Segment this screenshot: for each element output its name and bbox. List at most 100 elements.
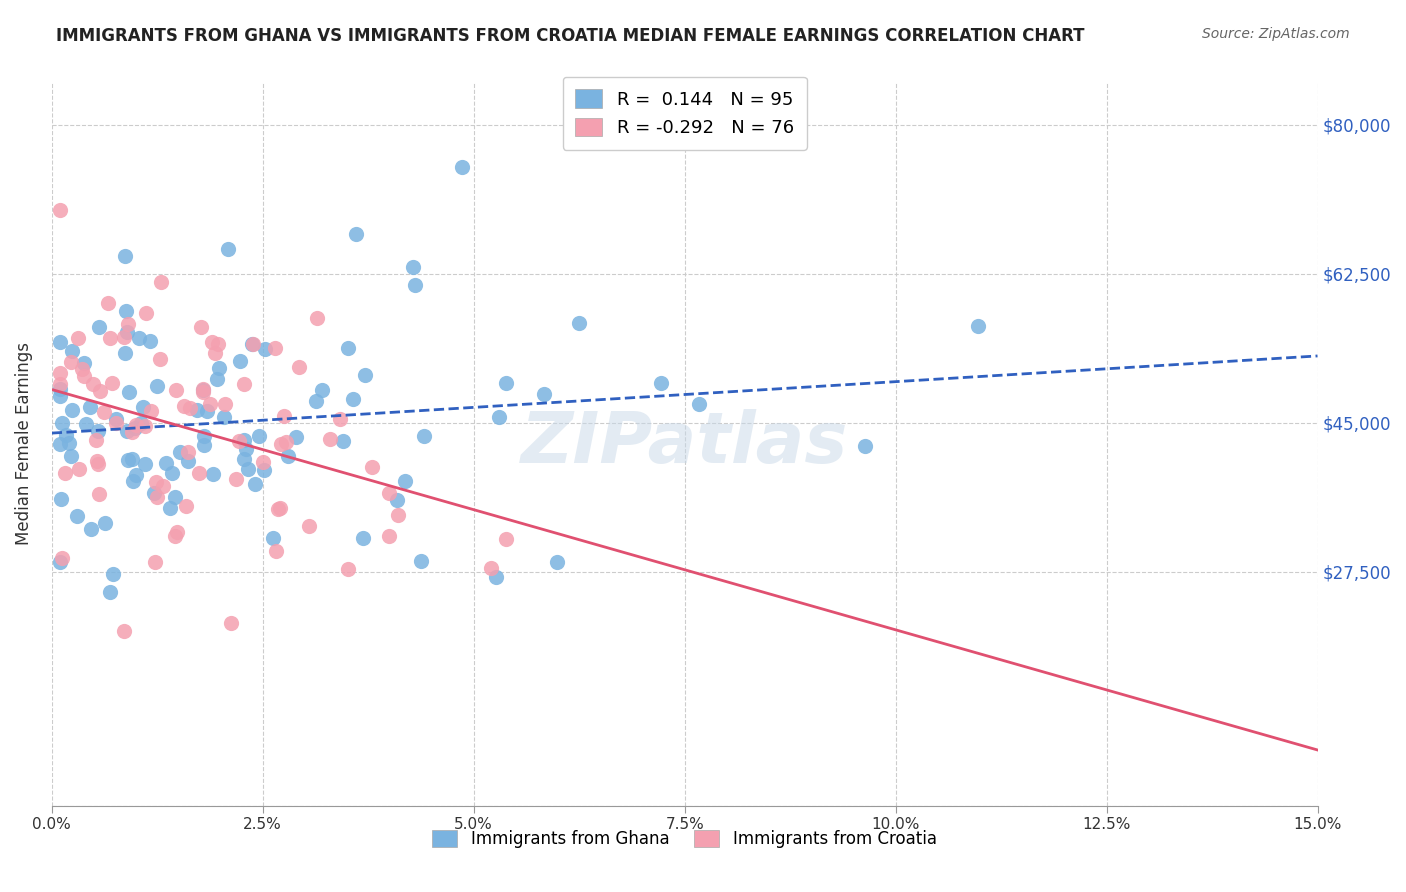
Point xyxy=(75,417,97,432)
Point xyxy=(229,354,252,368)
Point xyxy=(195,404,218,418)
Y-axis label: Median Female Earnings: Median Female Earnings xyxy=(15,343,32,545)
Point xyxy=(288,360,311,375)
Point xyxy=(134,457,156,471)
Point xyxy=(114,304,136,318)
Point xyxy=(207,337,229,351)
Point xyxy=(228,434,250,449)
Point xyxy=(187,466,209,480)
Point xyxy=(193,428,215,442)
Point xyxy=(114,346,136,360)
Point xyxy=(179,401,201,415)
Point xyxy=(853,439,876,453)
Point xyxy=(67,462,90,476)
Point xyxy=(139,334,162,348)
Point xyxy=(143,486,166,500)
Point xyxy=(70,361,93,376)
Point xyxy=(117,452,139,467)
Point xyxy=(394,474,416,488)
Point xyxy=(150,275,173,289)
Point xyxy=(146,379,169,393)
Point xyxy=(190,320,212,334)
Point xyxy=(86,434,108,448)
Point xyxy=(112,624,135,638)
Point xyxy=(117,317,139,331)
Point xyxy=(104,416,127,430)
Point xyxy=(177,454,200,468)
Point xyxy=(546,555,568,569)
Point xyxy=(193,438,215,452)
Point xyxy=(152,479,174,493)
Point xyxy=(124,421,146,435)
Point xyxy=(233,377,256,392)
Point xyxy=(87,458,110,472)
Point xyxy=(404,278,426,293)
Point xyxy=(122,474,145,488)
Point xyxy=(66,509,89,524)
Point xyxy=(143,555,166,569)
Point xyxy=(155,456,177,470)
Point xyxy=(488,410,510,425)
Point xyxy=(352,531,374,545)
Point xyxy=(354,368,377,382)
Point xyxy=(202,467,225,482)
Point xyxy=(62,343,84,358)
Point xyxy=(58,435,80,450)
Point xyxy=(49,367,72,381)
Point xyxy=(377,486,399,500)
Point xyxy=(495,376,517,390)
Point xyxy=(688,397,710,411)
Point xyxy=(86,454,108,468)
Point xyxy=(49,377,72,392)
Point xyxy=(165,529,187,543)
Point xyxy=(342,392,364,407)
Point xyxy=(98,331,121,345)
Point xyxy=(177,445,200,459)
Point xyxy=(247,429,270,443)
Point xyxy=(212,409,235,424)
Point xyxy=(198,397,221,411)
Point xyxy=(114,250,136,264)
Point xyxy=(495,533,517,547)
Point xyxy=(311,383,333,397)
Point xyxy=(93,404,115,418)
Point xyxy=(479,561,502,575)
Point xyxy=(131,416,153,430)
Point xyxy=(387,508,409,522)
Point xyxy=(112,330,135,344)
Point xyxy=(270,437,292,451)
Point xyxy=(49,491,72,506)
Point xyxy=(146,490,169,504)
Point xyxy=(254,343,277,357)
Point xyxy=(166,524,188,539)
Point xyxy=(121,425,143,439)
Point xyxy=(49,389,72,403)
Legend: R =  0.144   N = 95, R = -0.292   N = 76: R = 0.144 N = 95, R = -0.292 N = 76 xyxy=(562,77,807,150)
Point xyxy=(141,404,163,418)
Point xyxy=(117,384,139,399)
Point xyxy=(128,331,150,345)
Point xyxy=(274,435,297,450)
Point xyxy=(82,376,104,391)
Point xyxy=(115,425,138,439)
Point xyxy=(165,383,187,397)
Point xyxy=(135,306,157,320)
Point xyxy=(73,369,96,384)
Point xyxy=(49,202,72,217)
Point xyxy=(214,397,236,411)
Point xyxy=(66,331,89,345)
Point xyxy=(252,463,274,477)
Point xyxy=(117,325,139,339)
Point xyxy=(73,356,96,370)
Point xyxy=(163,491,186,505)
Point xyxy=(568,316,591,330)
Point xyxy=(59,355,82,369)
Point xyxy=(49,382,72,396)
Point xyxy=(200,335,222,350)
Point xyxy=(385,493,408,508)
Text: ZIPatlas: ZIPatlas xyxy=(522,409,848,478)
Point xyxy=(101,566,124,581)
Point xyxy=(193,382,215,396)
Point xyxy=(186,403,208,417)
Point xyxy=(208,361,231,376)
